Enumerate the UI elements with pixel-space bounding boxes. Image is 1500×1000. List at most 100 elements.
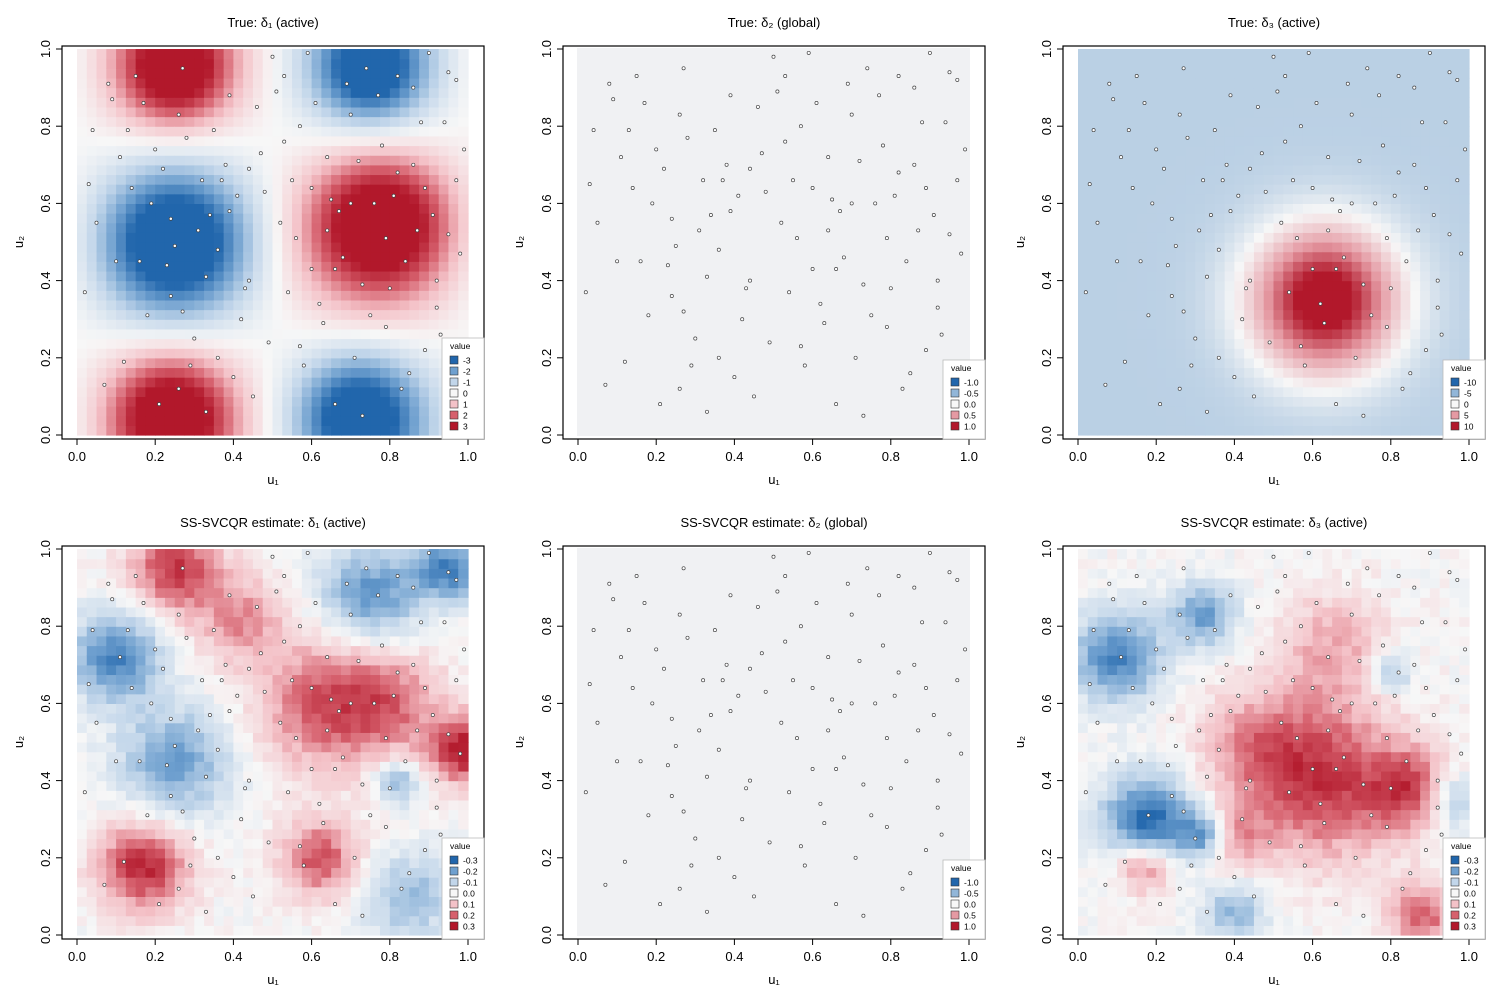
heatmap-cell (106, 655, 117, 666)
heatmap-cell (1126, 232, 1138, 243)
heatmap-cell (1244, 126, 1255, 137)
panel-true-delta3: True: δ₃ (active) u₁ u₂ 0.0 0.2 0.4 0.6 0.8 1… (1012, 15, 1486, 487)
heatmap-cell (350, 635, 362, 647)
heatmap-cell (1244, 357, 1255, 369)
heatmap-cell (360, 58, 371, 69)
heatmap-cell (1146, 155, 1157, 166)
observation-point (434, 278, 439, 283)
heatmap-cell (331, 367, 342, 378)
heatmap-cell (448, 184, 459, 195)
heatmap-cell (1253, 309, 1265, 320)
heatmap-cell (184, 328, 195, 340)
heatmap-cell (409, 338, 420, 349)
heatmap-cell (1449, 145, 1460, 156)
observation-point (1173, 243, 1178, 248)
heatmap-cell (350, 790, 362, 801)
heatmap-cell (311, 886, 322, 897)
heatmap-cell (360, 261, 371, 272)
heatmap-cell (262, 684, 274, 695)
observation-point (1083, 290, 1088, 295)
heatmap-cell (233, 377, 244, 388)
observation-point (1255, 104, 1260, 109)
heatmap-cell (145, 577, 156, 589)
heatmap-cell (213, 857, 225, 869)
heatmap-cell (419, 155, 430, 166)
heatmap-cell (1293, 270, 1304, 282)
heatmap-cell (301, 674, 313, 685)
heatmap-cell (174, 722, 186, 733)
heatmap-cell (135, 261, 147, 272)
heatmap-cell (1175, 425, 1187, 436)
observation-point (321, 321, 326, 326)
heatmap-cell (428, 415, 440, 426)
heatmap-cell (272, 348, 283, 359)
heatmap-cell (292, 742, 303, 753)
heatmap-cell (125, 338, 137, 349)
heatmap-cell (458, 213, 469, 224)
heatmap-cell (1312, 77, 1323, 89)
heatmap-cell (243, 97, 254, 108)
heatmap-cell (1283, 319, 1294, 330)
heatmap-cell (1087, 145, 1099, 156)
heatmap-cell (340, 184, 352, 195)
heatmap-cell (1273, 164, 1284, 176)
observation-point (669, 294, 674, 298)
heatmap-cell (1449, 126, 1460, 137)
heatmap-cell (272, 770, 283, 782)
heatmap-cell (213, 568, 225, 579)
heatmap-cell (233, 713, 244, 724)
heatmap-cell (321, 203, 332, 214)
heatmap-cell (399, 232, 410, 243)
heatmap-cell (174, 203, 186, 214)
heatmap-cell (370, 58, 381, 69)
heatmap-cell (1410, 193, 1421, 204)
heatmap-cell (380, 97, 391, 108)
heatmap-cell (1136, 145, 1148, 156)
heatmap-cell (213, 684, 225, 695)
heatmap-cell (1185, 174, 1196, 185)
heatmap-cell (350, 386, 362, 397)
heatmap-cell (96, 645, 107, 656)
heatmap-cell (213, 232, 225, 243)
heatmap-cell (1136, 425, 1148, 436)
heatmap-cell (96, 232, 107, 243)
heatmap-cell (1361, 396, 1372, 407)
heatmap-cell (1156, 203, 1167, 214)
x-tick-label: 0.2 (1147, 449, 1165, 464)
heatmap-cell (350, 877, 362, 888)
heatmap-cell (272, 396, 283, 407)
heatmap-cell (86, 799, 98, 811)
heatmap-cell (204, 357, 215, 369)
heatmap-cell (1165, 77, 1177, 89)
heatmap-cell (204, 809, 215, 820)
heatmap-cell (184, 97, 195, 108)
observation-point (896, 170, 901, 175)
heatmap-cell (1410, 406, 1421, 417)
heatmap-cell (1459, 290, 1470, 301)
heatmap-cell (243, 377, 254, 388)
heatmap-cell (116, 126, 127, 137)
heatmap-cell (116, 558, 127, 569)
heatmap-cell (1253, 164, 1265, 176)
heatmap-cell (213, 693, 225, 704)
heatmap-cell (213, 655, 225, 666)
heatmap-cell (252, 780, 264, 791)
heatmap-cell (155, 87, 166, 98)
heatmap-cell (135, 606, 147, 618)
heatmap-cell (1361, 270, 1372, 282)
heatmap-cell (233, 68, 244, 79)
heatmap-cell (1361, 164, 1372, 176)
heatmap-cell (184, 732, 195, 743)
heatmap-cell (292, 597, 303, 608)
heatmap-cell (1361, 357, 1372, 369)
heatmap-cell (321, 155, 332, 166)
heatmap-cell (184, 635, 195, 647)
heatmap-cell (1126, 348, 1138, 359)
heatmap-cell (1410, 126, 1421, 137)
heatmap-cell (370, 49, 381, 60)
heatmap-cell (1351, 261, 1363, 272)
heatmap-area (577, 48, 970, 436)
heatmap-cell (282, 877, 293, 888)
heatmap-cell (1146, 406, 1157, 417)
heatmap-cell (204, 290, 215, 301)
